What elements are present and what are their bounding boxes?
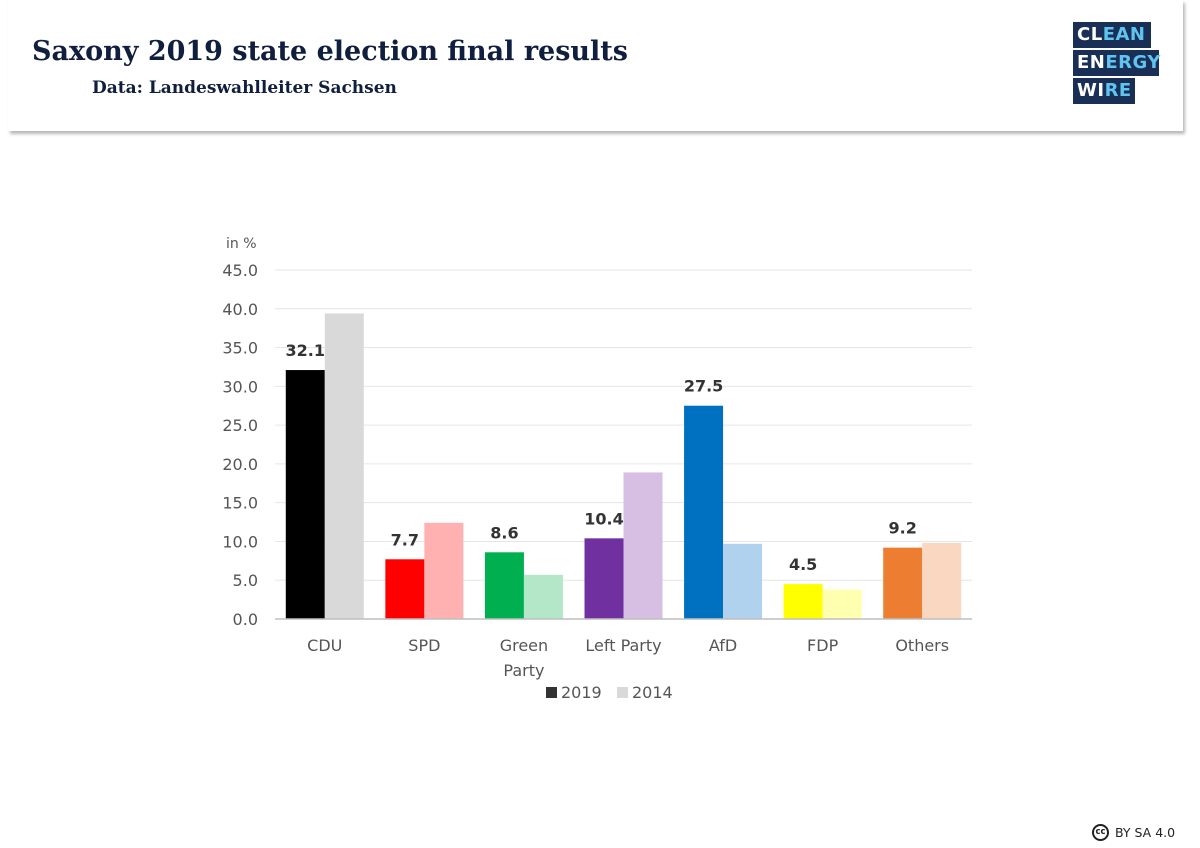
legend-swatch — [617, 687, 628, 698]
y-tick-label: 0.0 — [233, 610, 258, 629]
bar-2014 — [523, 574, 563, 619]
data-label: 8.6 — [490, 523, 518, 542]
y-tick-label: 30.0 — [222, 377, 258, 396]
bar-2014 — [822, 589, 862, 619]
y-tick-label: 25.0 — [222, 416, 258, 435]
legend-swatch — [546, 687, 557, 698]
logo-line-wire: WIRE — [1073, 78, 1135, 104]
bar-2014 — [623, 472, 663, 619]
logo-line-energy: ENERGY — [1073, 50, 1160, 76]
x-tick-label: Green — [500, 636, 548, 655]
header-band — [8, 0, 1183, 131]
x-tick-label: FDP — [807, 636, 839, 655]
logo-line-clean: CLEAN — [1073, 22, 1151, 48]
x-tick-label: Left Party — [585, 636, 661, 655]
y-tick-label: 45.0 — [222, 261, 258, 280]
data-label: 4.5 — [789, 555, 817, 574]
bar-2019 — [484, 552, 524, 619]
data-label: 10.4 — [584, 509, 623, 528]
bar-2014 — [424, 522, 464, 619]
y-tick-label: 20.0 — [222, 455, 258, 474]
x-tick-label: CDU — [307, 636, 342, 655]
bar-2019 — [783, 584, 823, 619]
data-label: 27.5 — [684, 377, 723, 396]
y-tick-label: 40.0 — [222, 300, 258, 319]
y-axis-label: in % — [226, 236, 257, 252]
bar-2014 — [922, 542, 962, 619]
license-badge: cc BY SA 4.0 — [1092, 822, 1175, 842]
clean-energy-wire-logo: CLEAN ENERGY WIRE — [1073, 22, 1165, 106]
y-tick-label: 35.0 — [222, 339, 258, 358]
legend-label: 2014 — [632, 683, 673, 702]
bar-2014 — [723, 543, 763, 619]
y-tick-label: 15.0 — [222, 494, 258, 513]
legend-label: 2019 — [561, 683, 602, 702]
x-tick-label: AfD — [709, 636, 737, 655]
cc-icon: cc — [1092, 823, 1109, 841]
bar-2019 — [584, 538, 624, 619]
data-label: 32.1 — [286, 341, 325, 360]
x-tick-label: Party — [503, 661, 544, 680]
x-tick-label: Others — [895, 636, 949, 655]
bar-2014 — [324, 313, 364, 619]
page-title: Saxony 2019 state election final results — [32, 36, 628, 67]
bar-2019 — [684, 405, 724, 619]
bar-2019 — [385, 559, 425, 619]
bar-2019 — [285, 370, 325, 619]
page-subtitle: Data: Landeswahlleiter Sachsen — [92, 78, 397, 98]
data-label: 9.2 — [889, 519, 917, 538]
y-tick-label: 5.0 — [233, 571, 258, 590]
x-tick-label: SPD — [408, 636, 440, 655]
y-tick-label: 10.0 — [222, 532, 258, 551]
bar-2019 — [883, 547, 923, 619]
license-text: BY SA 4.0 — [1115, 824, 1176, 840]
data-label: 7.7 — [391, 530, 419, 549]
